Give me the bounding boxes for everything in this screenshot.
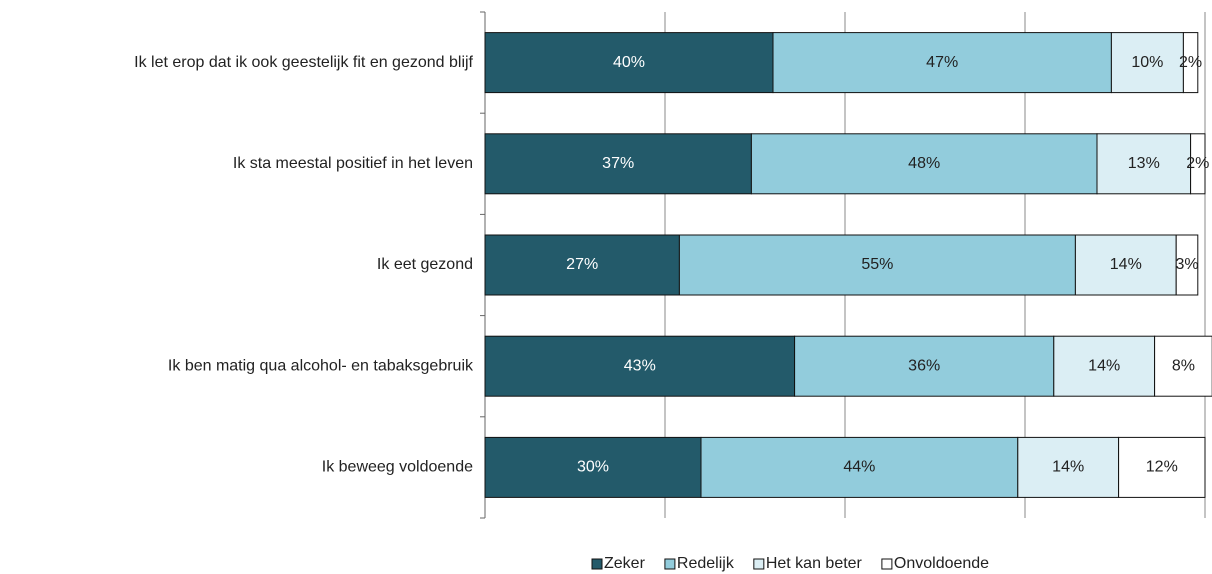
y-tick-label: Ik ben matig qua alcohol- en tabaksgebru… [168,357,474,374]
bar-segment [1190,133,1206,195]
legend-swatch [753,558,765,570]
bar-segment [1053,335,1156,397]
legend-label: Redelijk [677,555,735,572]
value-label: 37% [602,155,634,172]
y-tick-label: Ik sta meestal positief in het leven [233,155,473,172]
legend-label: Het kan beter [766,555,863,572]
bar-segment [750,133,1098,195]
value-label: 44% [843,459,875,476]
bar-segment [484,32,774,94]
value-label: 3% [1175,256,1198,273]
value-label: 8% [1172,357,1195,374]
y-tick-label: Ik let erop dat ik ook geestelijk fit en… [134,54,473,71]
legend-swatch [881,558,893,570]
bar-segment [700,436,1019,498]
value-label: 2% [1186,155,1209,172]
value-label: 55% [861,256,893,273]
bar-segment [1017,436,1120,498]
value-label: 43% [624,357,656,374]
value-label: 12% [1146,459,1178,476]
bar-segment [772,32,1112,94]
bar-segment [1175,234,1199,296]
legend-label: Zeker [604,555,646,572]
value-label: 14% [1110,256,1142,273]
value-label: 13% [1128,155,1160,172]
bar-segment [1096,133,1192,195]
value-label: 14% [1052,459,1084,476]
legend-swatch [664,558,676,570]
legend-label: Onvoldoende [894,555,989,572]
value-label: 36% [908,357,940,374]
value-label: 48% [908,155,940,172]
bar-segment [1182,32,1199,94]
value-label: 10% [1131,54,1163,71]
value-label: 2% [1179,54,1202,71]
bar-segment [484,436,702,498]
bar-segment [678,234,1076,296]
bar-segment [1118,436,1206,498]
bar-segment [1110,32,1184,94]
y-tick-label: Ik beweeg voldoende [322,459,473,476]
legend-swatch [591,558,603,570]
value-label: 40% [613,54,645,71]
bar-segment [484,234,680,296]
bar-segment [1154,335,1212,397]
bar-segment [794,335,1055,397]
value-label: 14% [1088,357,1120,374]
value-label: 47% [926,54,958,71]
value-label: 27% [566,256,598,273]
y-tick-label: Ik eet gezond [377,256,473,273]
value-label: 30% [577,459,609,476]
bar-segment [484,133,752,195]
bar-segment [484,335,796,397]
